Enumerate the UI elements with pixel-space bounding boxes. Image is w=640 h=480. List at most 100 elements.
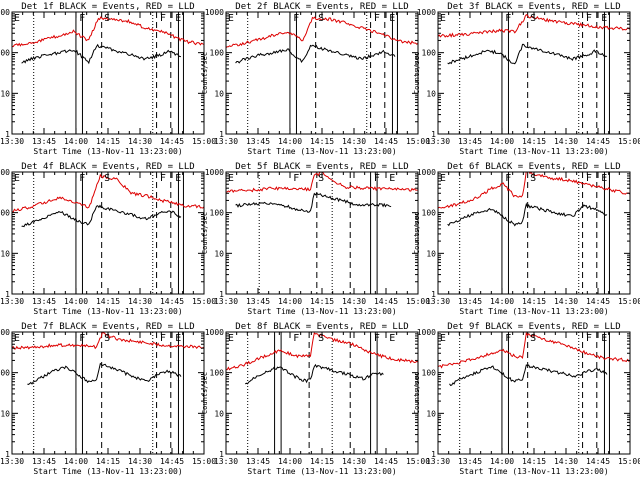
x-axis-label: Start Time (13-Nov-11 13:23:00) xyxy=(33,147,182,156)
vlines xyxy=(33,332,184,454)
state-marker: S xyxy=(530,333,536,344)
x-axis-label: Start Time (13-Nov-11 13:23:00) xyxy=(247,147,396,156)
x-tick-label: 13:45 xyxy=(32,137,56,146)
y-tick-label: 10 xyxy=(426,249,436,258)
series-lld xyxy=(226,172,418,194)
y-tick-label: 1000 xyxy=(0,328,10,337)
state-marker: E xyxy=(228,13,234,24)
vlines xyxy=(247,332,378,454)
y-tick-label: 10 xyxy=(214,89,224,98)
vlines xyxy=(459,172,610,294)
y-tick-label: 1000 xyxy=(0,8,10,17)
y-axis-label: Counts/sec xyxy=(201,52,209,94)
state-marker: F xyxy=(160,13,166,24)
x-tick-label: 14:45 xyxy=(586,297,610,306)
panel-title: Det 4f BLACK = Events, RED = LLD xyxy=(21,162,194,172)
series-lld xyxy=(12,332,204,350)
plot-frame xyxy=(11,331,205,455)
x-tick-label: 14:45 xyxy=(374,137,398,146)
plot-frame xyxy=(437,11,631,135)
state-marker: F xyxy=(79,333,85,344)
x-axis-label: Start Time (13-Nov-11 13:23:00) xyxy=(33,467,182,476)
y-tick-label: 1 xyxy=(5,450,10,459)
y-tick-label: 1 xyxy=(431,130,436,139)
state-marker: E xyxy=(228,333,234,344)
state-marker: E xyxy=(14,173,20,184)
panel-title: Det 9f BLACK = Events, RED = LLD xyxy=(447,322,620,332)
panel-title: Det 5f BLACK = Events, RED = LLD xyxy=(235,162,408,172)
state-marker: E xyxy=(175,173,181,184)
x-tick-label: 14:00 xyxy=(490,137,514,146)
state-marker: S xyxy=(104,333,110,344)
x-tick-label: 14:45 xyxy=(374,457,398,466)
y-tick-label: 1 xyxy=(219,290,224,299)
state-marker: E xyxy=(601,173,607,184)
x-tick-label: 14:30 xyxy=(554,137,578,146)
x-tick-label: 13:30 xyxy=(0,297,24,306)
x-tick-label: 14:45 xyxy=(586,137,610,146)
plot-frame xyxy=(225,11,419,135)
x-tick-label: 14:00 xyxy=(278,297,302,306)
y-tick-label: 100 xyxy=(0,369,10,378)
y-tick-label: 1 xyxy=(431,450,436,459)
x-tick-label: 14:30 xyxy=(554,297,578,306)
x-tick-label: 15:00 xyxy=(192,297,216,306)
x-tick-label: 13:45 xyxy=(32,297,56,306)
y-tick-label: 10 xyxy=(214,249,224,258)
state-marker: S xyxy=(104,13,110,24)
x-axis-label: Start Time (13-Nov-11 13:23:00) xyxy=(459,467,608,476)
panel-title: Det 6f BLACK = Events, RED = LLD xyxy=(447,162,620,172)
x-tick-label: 14:15 xyxy=(522,137,546,146)
x-tick-label: 13:30 xyxy=(0,137,24,146)
x-tick-label: 14:15 xyxy=(310,297,334,306)
y-tick-label: 1 xyxy=(5,130,10,139)
x-tick-label: 15:00 xyxy=(406,457,430,466)
x-tick-label: 14:45 xyxy=(160,297,184,306)
panel-8: Det 8f BLACK = Events, RED = LLD 1 10 100 10… xyxy=(201,322,430,476)
x-tick-label: 13:30 xyxy=(0,457,24,466)
x-tick-label: 13:30 xyxy=(426,297,450,306)
panel-2: Det 2f BLACK = Events, RED = LLD 1 10 100 10… xyxy=(201,2,430,156)
state-marker: F xyxy=(586,333,592,344)
state-marker: S xyxy=(104,173,110,184)
x-tick-label: 15:00 xyxy=(192,137,216,146)
x-axis-label: Start Time (13-Nov-11 13:23:00) xyxy=(33,307,182,316)
state-marker: F xyxy=(293,173,299,184)
state-marker: E xyxy=(601,333,607,344)
y-tick-label: 10 xyxy=(426,409,436,418)
state-marker: S xyxy=(530,173,536,184)
x-axis-label: Start Time (13-Nov-11 13:23:00) xyxy=(247,307,396,316)
x-tick-label: 15:00 xyxy=(618,457,640,466)
state-marker: E xyxy=(228,173,234,184)
series-events xyxy=(447,202,608,227)
panel-title: Det 1f BLACK = Events, RED = LLD xyxy=(21,2,194,12)
x-tick-label: 14:00 xyxy=(278,457,302,466)
y-axis-label: Counts/sec xyxy=(413,212,421,254)
series-events xyxy=(27,362,182,385)
panel-4: Det 4f BLACK = Events, RED = LLD 1 10 100 10… xyxy=(0,162,216,316)
x-tick-label: 15:00 xyxy=(618,297,640,306)
y-tick-label: 100 xyxy=(0,209,10,218)
y-tick-label: 100 xyxy=(210,49,225,58)
y-tick-label: 1000 xyxy=(205,328,224,337)
state-marker: F xyxy=(586,173,592,184)
y-tick-label: 1 xyxy=(219,130,224,139)
state-marker: F xyxy=(374,333,380,344)
series-events xyxy=(21,204,182,228)
panel-title: Det 7f BLACK = Events, RED = LLD xyxy=(21,322,194,332)
x-tick-label: 14:00 xyxy=(64,457,88,466)
x-tick-label: 14:30 xyxy=(128,297,152,306)
x-tick-label: 14:00 xyxy=(490,457,514,466)
panel-1: Det 1f BLACK = Events, RED = LLD 1 10 100 10… xyxy=(0,2,216,156)
x-tick-label: 14:30 xyxy=(128,457,152,466)
state-marker: E xyxy=(14,333,20,344)
plot-frame xyxy=(437,331,631,455)
y-tick-label: 1000 xyxy=(417,328,436,337)
state-marker: F xyxy=(505,333,511,344)
x-axis-label: Start Time (13-Nov-11 13:23:00) xyxy=(247,467,396,476)
x-tick-label: 14:15 xyxy=(522,457,546,466)
y-tick-label: 1000 xyxy=(417,8,436,17)
x-tick-label: 13:45 xyxy=(458,297,482,306)
